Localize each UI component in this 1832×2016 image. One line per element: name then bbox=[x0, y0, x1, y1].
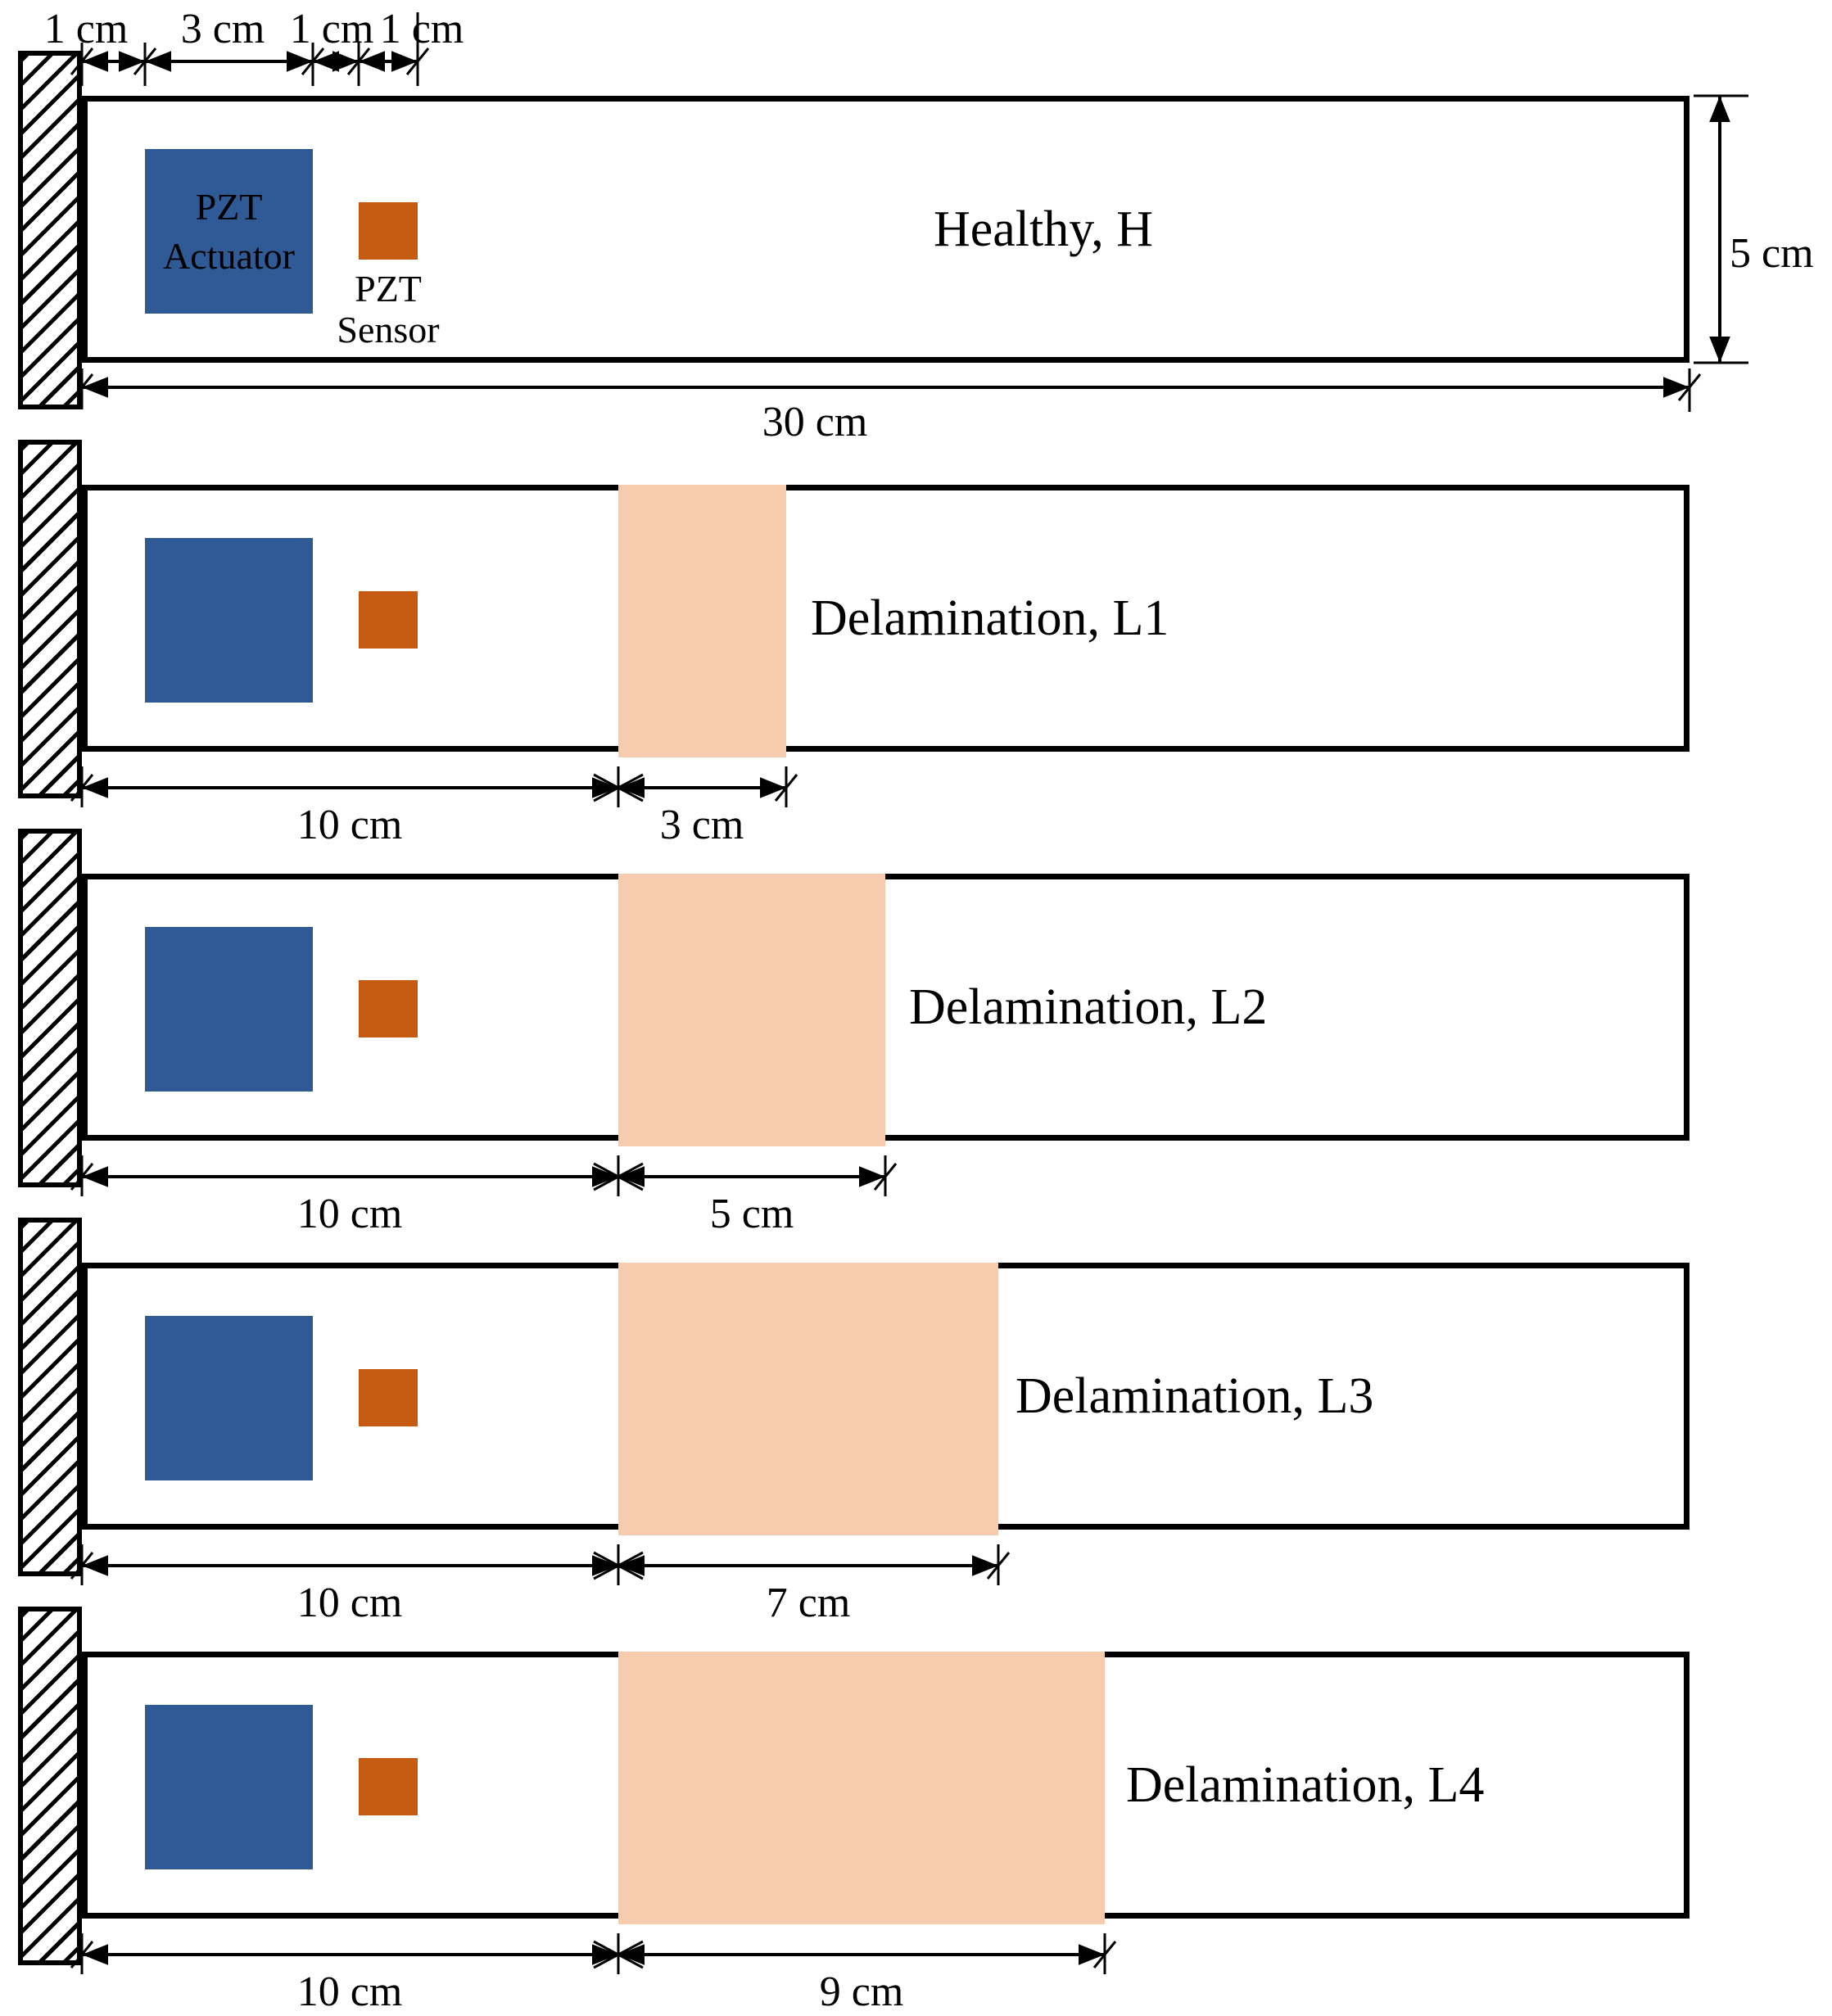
dim-label-beam-length: 30 cm bbox=[762, 399, 868, 445]
dim-label-offset-L4: 10 cm bbox=[296, 1969, 403, 2015]
pzt-sensor-caption: PZT Sensor bbox=[323, 269, 454, 350]
fixed-support bbox=[18, 1607, 82, 1965]
delamination-region-L2 bbox=[618, 874, 885, 1146]
dim-label-size-L4: 9 cm bbox=[819, 1969, 904, 2015]
dim-label-offset-L3: 10 cm bbox=[296, 1580, 403, 1626]
dim-label-actuator-width: 3 cm bbox=[180, 6, 265, 52]
pzt-sensor bbox=[359, 1758, 418, 1815]
delamination-region-L4 bbox=[618, 1652, 1105, 1924]
fixed-support bbox=[18, 829, 82, 1187]
delamination-region-L3 bbox=[618, 1263, 998, 1535]
beam-label-L4: Delamination, L4 bbox=[1126, 1757, 1485, 1813]
pzt-actuator-label-line2: Actuator bbox=[163, 234, 295, 277]
pzt-sensor-label-line1: PZT bbox=[355, 268, 422, 310]
pzt-actuator bbox=[145, 1705, 313, 1869]
dimension-arrows-L4 bbox=[70, 1933, 1117, 1974]
beam-label-L2: Delamination, L2 bbox=[909, 979, 1268, 1035]
beam-label-L1: Delamination, L1 bbox=[811, 590, 1169, 646]
beam-label-L3: Delamination, L3 bbox=[1016, 1368, 1374, 1424]
delamination-region-L1 bbox=[618, 485, 786, 757]
dimension-arrow-height-5cm bbox=[1694, 94, 1748, 364]
dimension-arrows-top bbox=[70, 12, 430, 86]
pzt-sensor bbox=[359, 202, 418, 260]
beam-outline-healthy bbox=[82, 96, 1690, 363]
pzt-actuator bbox=[145, 927, 313, 1092]
pzt-sensor bbox=[359, 591, 418, 649]
pzt-sensor bbox=[359, 1369, 418, 1426]
pzt-actuator-label-line1: PZT bbox=[195, 185, 263, 228]
pzt-sensor-label-line2: Sensor bbox=[337, 309, 440, 350]
dimension-arrows-L3 bbox=[70, 1544, 1011, 1585]
dim-label-size-L3: 7 cm bbox=[766, 1580, 851, 1626]
dimension-arrow-length-30cm bbox=[70, 368, 1702, 412]
dim-label-size-L1: 3 cm bbox=[659, 802, 744, 848]
dim-label-size-L2: 5 cm bbox=[709, 1191, 794, 1237]
pzt-sensor bbox=[359, 980, 418, 1037]
dimension-arrows-L2 bbox=[70, 1155, 898, 1196]
fixed-support bbox=[18, 440, 82, 798]
beam-outline-L1 bbox=[82, 485, 1690, 752]
pzt-actuator bbox=[145, 1316, 313, 1480]
pzt-actuator bbox=[145, 538, 313, 703]
dimension-arrows-L1 bbox=[70, 766, 798, 807]
dim-label-offset-L1: 10 cm bbox=[296, 802, 403, 848]
fixed-support bbox=[18, 51, 82, 409]
fixed-support bbox=[18, 1218, 82, 1576]
pzt-actuator: PZT Actuator bbox=[145, 149, 313, 314]
dim-label-support-offset: 1 cm bbox=[43, 6, 129, 52]
dim-label-offset-L2: 10 cm bbox=[296, 1191, 403, 1237]
beam-label-healthy: Healthy, H bbox=[934, 201, 1154, 257]
dim-label-beam-height: 5 cm bbox=[1730, 230, 1814, 277]
dim-label-sensor-width: 1 cm bbox=[379, 6, 464, 52]
beam-outline-L2 bbox=[82, 874, 1690, 1141]
